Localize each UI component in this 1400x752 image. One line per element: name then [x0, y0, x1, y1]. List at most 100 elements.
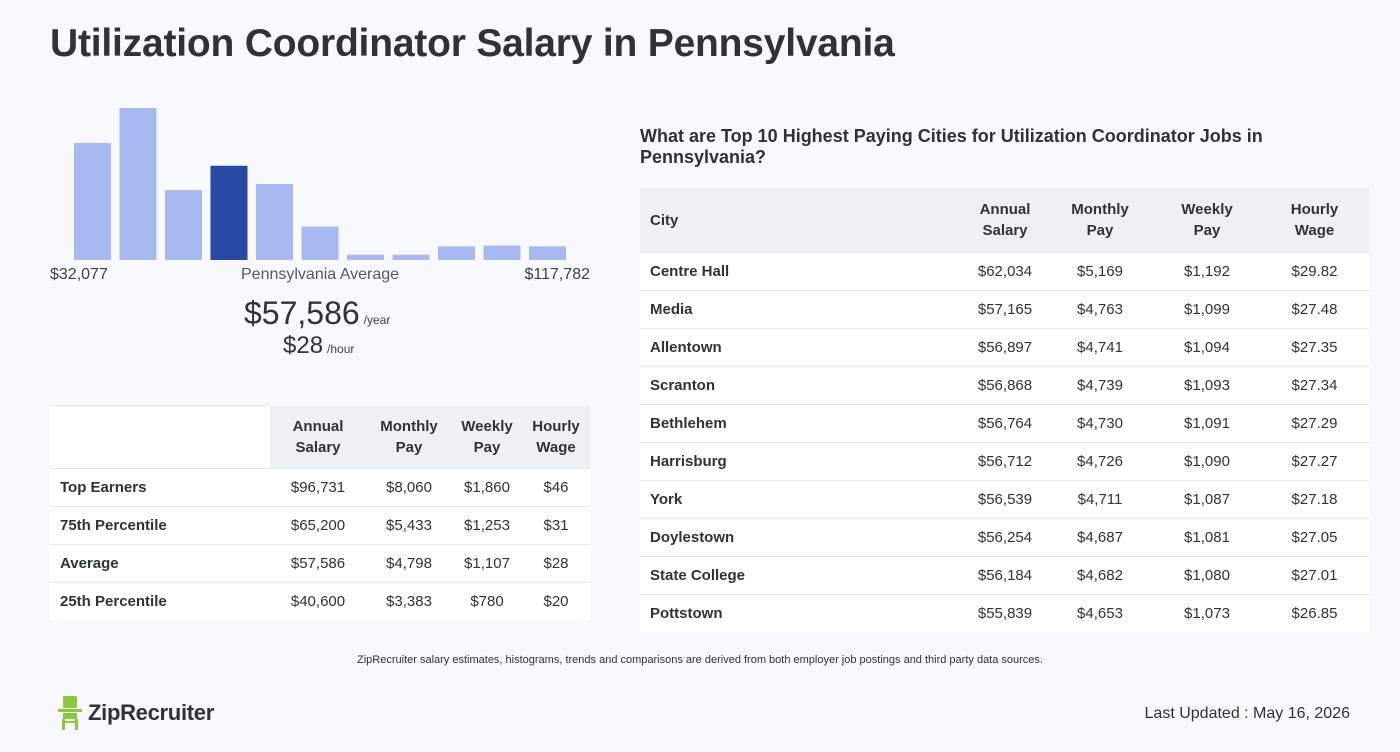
table-row: Top Earners $96,731 $8,060 $1,860 $46: [50, 468, 590, 507]
table-row: Scranton $56,868 $4,739 $1,093 $27.34: [640, 366, 1369, 405]
table-cell: $27.01: [1260, 556, 1369, 595]
histogram-bar: [119, 108, 157, 260]
table-cell: $31: [522, 506, 590, 545]
table-row: Pottstown $55,839 $4,653 $1,073 $26.85: [640, 594, 1369, 632]
table-cell: $4,687: [1046, 518, 1154, 557]
city-name: Allentown: [640, 328, 964, 367]
table-cell: $1,091: [1154, 404, 1260, 443]
table-row: 25th Percentile $40,600 $3,383 $780 $20: [50, 582, 590, 620]
percentile-header-annual: Annual Salary: [270, 405, 366, 469]
city-name: State College: [640, 556, 964, 595]
cities-section-title: What are Top 10 Highest Paying Cities fo…: [640, 126, 1263, 167]
table-cell: $56,897: [964, 328, 1046, 367]
table-cell: $4,711: [1046, 480, 1154, 519]
percentile-table-header: Annual Salary Monthly Pay Weekly Pay Hourly…: [50, 405, 590, 469]
table-cell: $27.48: [1260, 290, 1369, 329]
table-cell: $27.35: [1260, 328, 1369, 367]
table-cell: $55,839: [964, 594, 1046, 632]
table-cell: $27.27: [1260, 442, 1369, 481]
table-cell: $4,653: [1046, 594, 1154, 632]
histogram-bar: [256, 184, 293, 260]
table-cell: $27.34: [1260, 366, 1369, 405]
histogram-bar: [483, 245, 521, 260]
city-name: Media: [640, 290, 964, 329]
table-cell: $4,739: [1046, 366, 1154, 405]
page-title: Utilization Coordinator Salary in Pennsy…: [50, 22, 895, 65]
table-cell: $4,763: [1046, 290, 1154, 329]
percentile-header-weekly: Weekly Pay: [452, 405, 522, 469]
city-name: Harrisburg: [640, 442, 964, 481]
table-cell: $56,712: [964, 442, 1046, 481]
histogram-bar-average: [210, 165, 248, 260]
table-cell: $40,600: [270, 582, 366, 620]
average-hourly-value: $28: [283, 332, 324, 359]
cities-header-weekly: Weekly Pay: [1154, 188, 1260, 253]
city-name: York: [640, 480, 964, 519]
cities-header-annual: Annual Salary: [964, 188, 1046, 253]
average-hourly-unit: /hour: [327, 342, 355, 356]
city-name: Scranton: [640, 366, 964, 405]
percentile-label: Top Earners: [50, 468, 270, 507]
histogram-bar: [165, 190, 202, 260]
table-cell: $57,165: [964, 290, 1046, 329]
table-cell: $1,192: [1154, 252, 1260, 291]
percentile-header-blank: [50, 405, 270, 469]
city-name: Centre Hall: [640, 252, 964, 291]
percentile-label: 75th Percentile: [50, 506, 270, 545]
histogram-average-label: Pennsylvania Average: [241, 266, 400, 283]
table-row: York $56,539 $4,711 $1,087 $27.18: [640, 480, 1369, 519]
histogram-bar: [529, 246, 566, 260]
histogram-bar: [74, 142, 111, 260]
table-cell: $4,682: [1046, 556, 1154, 595]
cities-header-monthly: Monthly Pay: [1046, 188, 1154, 253]
table-cell: $46: [522, 468, 590, 507]
table-row: State College $56,184 $4,682 $1,080 $27.01: [640, 556, 1369, 595]
table-cell: $56,764: [964, 404, 1046, 443]
city-name: Doylestown: [640, 518, 964, 557]
data-source-footnote: ZipRecruiter salary estimates, histogram…: [357, 654, 1043, 666]
table-cell: $1,073: [1154, 594, 1260, 632]
average-annual-salary: $57,586/year: [244, 295, 390, 332]
table-cell: $1,081: [1154, 518, 1260, 557]
table-cell: $8,060: [366, 468, 452, 507]
table-cell: $3,383: [366, 582, 452, 620]
percentile-label: 25th Percentile: [50, 582, 270, 620]
city-name: Bethlehem: [640, 404, 964, 443]
table-cell: $1,860: [452, 468, 522, 507]
last-updated: Last Updated : May 16, 2026: [1144, 705, 1350, 722]
table-cell: $1,107: [452, 544, 522, 583]
city-name: Pottstown: [640, 594, 964, 632]
table-cell: $57,586: [270, 544, 366, 583]
table-cell: $1,099: [1154, 290, 1260, 329]
table-row: Media $57,165 $4,763 $1,099 $27.48: [640, 290, 1369, 329]
table-row: Centre Hall $62,034 $5,169 $1,192 $29.82: [640, 252, 1369, 291]
table-cell: $4,730: [1046, 404, 1154, 443]
table-cell: $1,087: [1154, 480, 1260, 519]
percentile-table: Annual Salary Monthly Pay Weekly Pay Hourly…: [50, 405, 590, 620]
table-cell: $27.18: [1260, 480, 1369, 519]
ziprecruiter-logo-text: ZipRecruiter: [88, 700, 214, 725]
histogram-bar: [301, 226, 339, 260]
average-annual-value: $57,586: [244, 295, 360, 331]
table-cell: $28: [522, 544, 590, 583]
table-row: Average $57,586 $4,798 $1,107 $28: [50, 544, 590, 583]
ziprecruiter-logo[interactable]: ZipRecruiter: [58, 696, 214, 730]
table-cell: $1,090: [1154, 442, 1260, 481]
table-cell: $1,080: [1154, 556, 1260, 595]
percentile-label: Average: [50, 544, 270, 583]
table-cell: $96,731: [270, 468, 366, 507]
percentile-header-monthly: Monthly Pay: [366, 405, 452, 469]
table-cell: $56,539: [964, 480, 1046, 519]
table-row: Doylestown $56,254 $4,687 $1,081 $27.05: [640, 518, 1369, 557]
histogram-max-label: $117,782: [524, 266, 590, 283]
table-cell: $1,253: [452, 506, 522, 545]
histogram-min-label: $32,077: [50, 266, 108, 283]
table-cell: $1,094: [1154, 328, 1260, 367]
table-cell: $62,034: [964, 252, 1046, 291]
table-row: 75th Percentile $65,200 $5,433 $1,253 $3…: [50, 506, 590, 545]
salary-histogram: [50, 95, 590, 260]
table-cell: $56,184: [964, 556, 1046, 595]
table-cell: $20: [522, 582, 590, 620]
table-row: Harrisburg $56,712 $4,726 $1,090 $27.27: [640, 442, 1369, 481]
histogram-bar: [438, 246, 475, 260]
